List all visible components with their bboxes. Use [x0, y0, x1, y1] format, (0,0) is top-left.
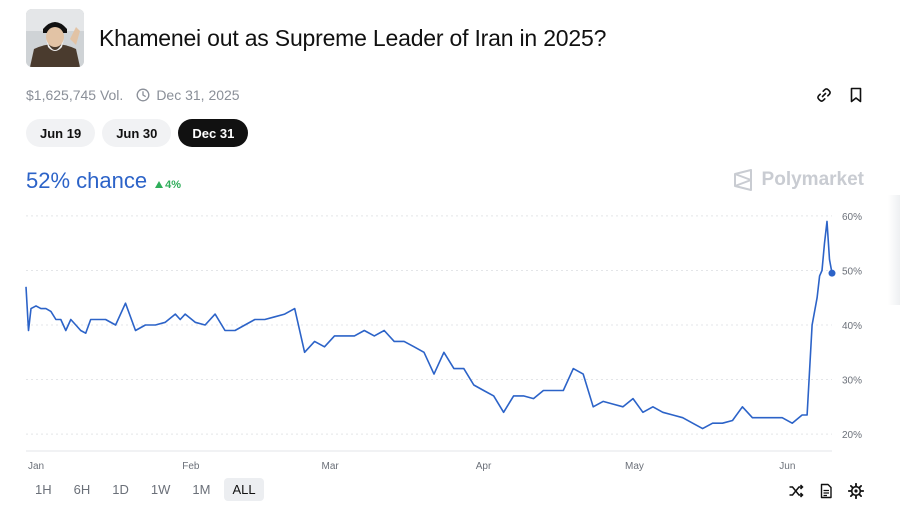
date-tab-jun-19[interactable]: Jun 19: [26, 119, 96, 147]
chance-delta: 4%: [155, 179, 181, 191]
range-all[interactable]: ALL: [224, 478, 264, 501]
scroll-edge-shadow: [888, 195, 900, 305]
volume-text: $1,625,745 Vol.: [26, 87, 124, 103]
price-chart: 20% 30% 40% 50% 60% Jan Feb Mar Apr May Jun: [25, 212, 862, 472]
range-1d[interactable]: 1D: [112, 482, 129, 497]
polymarket-logo-icon: [733, 169, 752, 191]
x-tick-label: Jun: [779, 461, 795, 472]
triangle-up-icon: [155, 181, 164, 188]
x-tick-label: Jan: [28, 461, 44, 472]
portrait-photo: [26, 9, 84, 67]
date-tab-jun-30[interactable]: Jun 30: [102, 119, 172, 147]
range-1m[interactable]: 1M: [192, 482, 211, 497]
x-tick-label: Apr: [476, 461, 492, 472]
chance-delta-value: 4%: [165, 179, 181, 191]
polymarket-logo: Polymarket: [732, 169, 864, 191]
range-1w[interactable]: 1W: [150, 482, 171, 497]
range-6h[interactable]: 6H: [73, 482, 91, 497]
range-1h[interactable]: 1H: [35, 482, 52, 497]
bookmark-icon[interactable]: [847, 86, 865, 104]
y-tick-label: 20%: [842, 430, 862, 441]
market-actions: [815, 86, 865, 104]
end-date-text: Dec 31, 2025: [156, 87, 240, 103]
y-tick-label: 40%: [842, 321, 862, 332]
chance-value: 52% chance: [26, 168, 148, 193]
y-tick-label: 50%: [842, 266, 862, 277]
x-tick-label: Mar: [322, 461, 340, 472]
time-range-selector: 1H 6H 1D 1W 1M ALL: [27, 478, 264, 501]
gear-icon[interactable]: [847, 482, 865, 500]
document-icon[interactable]: [818, 483, 834, 499]
market-avatar: [26, 9, 84, 67]
y-tick-label: 30%: [842, 376, 862, 387]
link-icon[interactable]: [815, 86, 833, 104]
brand-name: Polymarket: [761, 169, 864, 190]
date-tabs: Jun 19 Jun 30 Dec 31: [26, 119, 249, 147]
market-meta: $1,625,745 Vol. Dec 31, 2025: [26, 87, 240, 103]
shuffle-icon[interactable]: [788, 483, 804, 499]
y-tick-label: 60%: [842, 212, 862, 223]
chance-readout: 52% chance 4%: [26, 168, 181, 194]
last-value-marker: [828, 269, 836, 277]
x-tick-label: Feb: [182, 461, 200, 472]
series-line: [25, 220, 833, 430]
market-title: Khamenei out as Supreme Leader of Iran i…: [99, 25, 607, 51]
x-tick-label: May: [625, 461, 644, 472]
chart-tools: [788, 482, 865, 500]
clock-icon: [136, 88, 150, 102]
date-tab-dec-31[interactable]: Dec 31: [178, 119, 249, 147]
